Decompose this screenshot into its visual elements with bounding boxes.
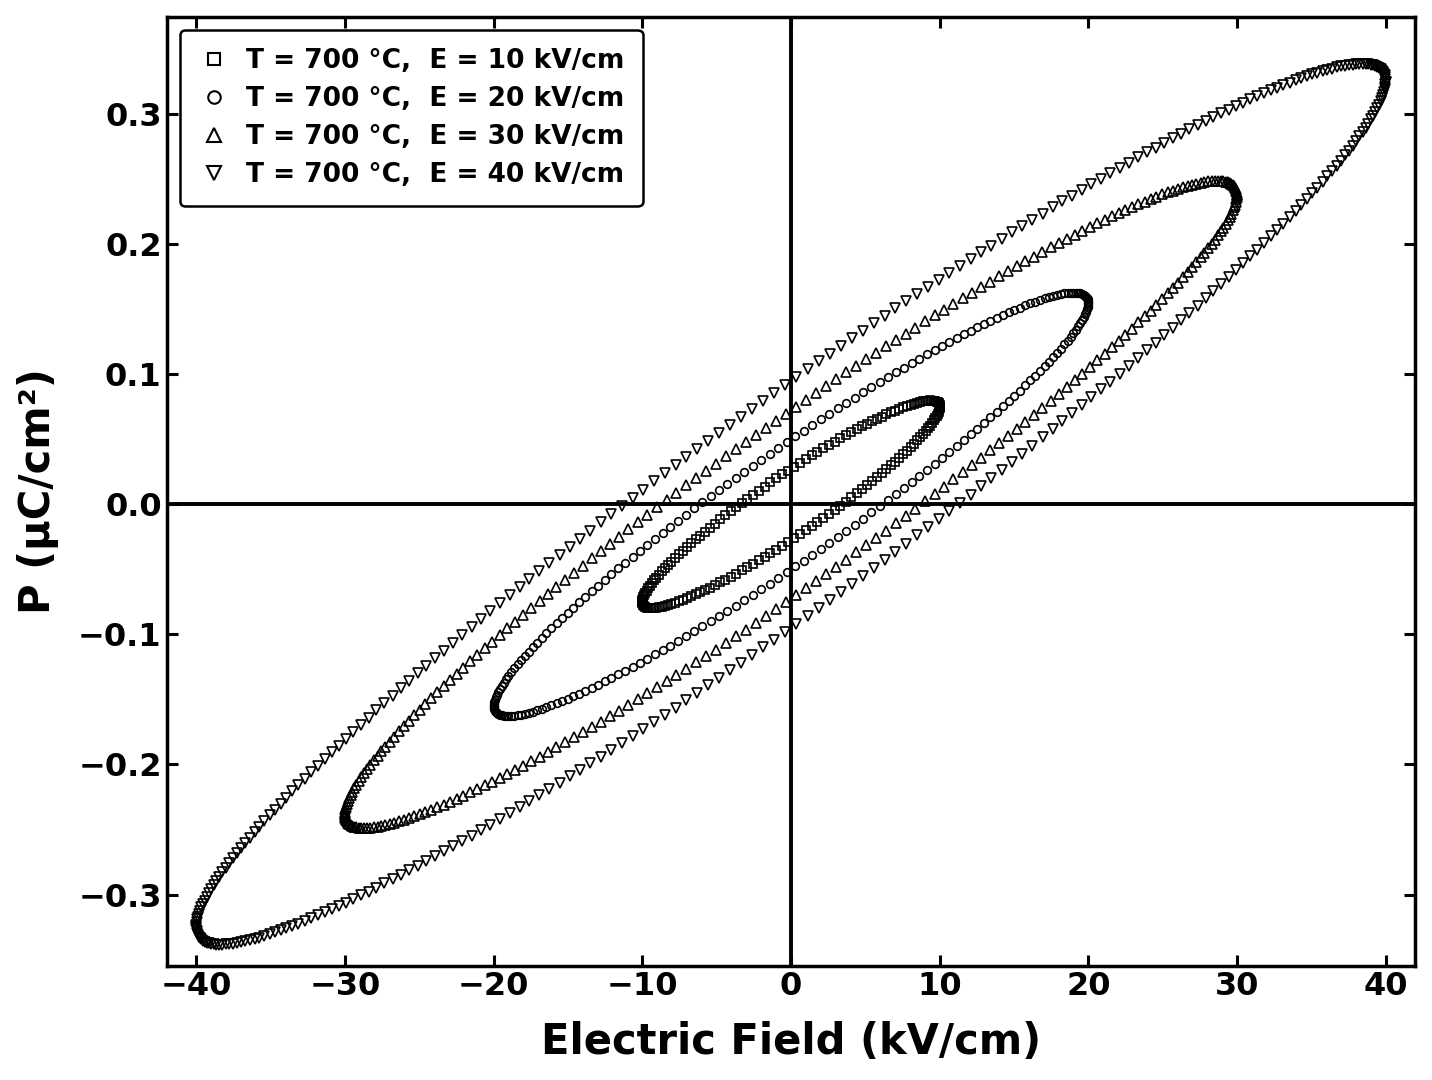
- Legend: T = 700 °C,  E = 10 kV/cm, T = 700 °C,  E = 20 kV/cm, T = 700 °C,  E = 30 kV/cm,: T = 700 °C, E = 10 kV/cm, T = 700 °C, E …: [180, 30, 643, 206]
- X-axis label: Electric Field (kV/cm): Electric Field (kV/cm): [541, 1022, 1041, 1064]
- Y-axis label: P (μC/cm²): P (μC/cm²): [17, 368, 59, 615]
